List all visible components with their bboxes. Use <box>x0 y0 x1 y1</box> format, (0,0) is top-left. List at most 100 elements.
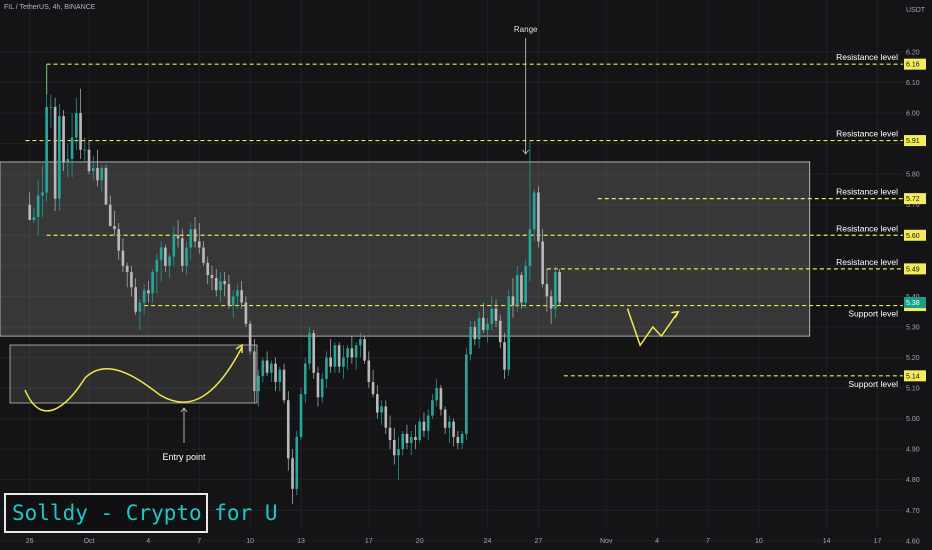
candle <box>375 385 379 419</box>
candle-body <box>397 449 400 456</box>
candle <box>515 265 519 312</box>
candle-body <box>70 137 74 159</box>
y-tick-label: 4.60 <box>906 538 920 545</box>
candle-body <box>363 339 366 361</box>
candle <box>172 226 176 266</box>
y-tick-label: 5.20 <box>906 355 920 362</box>
candle-body <box>265 360 269 373</box>
entry-point-label: Entry point <box>162 452 206 462</box>
candle-body <box>62 116 65 162</box>
candle-body <box>414 436 417 440</box>
candle-body <box>431 400 434 416</box>
x-tick-label: 4 <box>655 538 659 545</box>
candle-body <box>108 204 112 227</box>
candle-body <box>214 278 218 291</box>
candle <box>325 351 328 389</box>
candle <box>28 192 31 220</box>
candle-body <box>549 296 553 309</box>
candle-body <box>253 351 256 392</box>
x-tick-label: 7 <box>197 538 201 545</box>
candle-body <box>380 406 383 413</box>
candle-body <box>388 427 392 440</box>
x-tick-label: 17 <box>365 538 373 545</box>
candle-body <box>206 262 210 275</box>
entry-pointer-head <box>180 407 188 413</box>
candle-body <box>422 421 426 431</box>
candle <box>295 430 299 495</box>
candle-body <box>66 158 70 162</box>
candle-body <box>117 229 121 251</box>
candle-body <box>320 378 324 398</box>
time-axis[interactable]: 26 Oct 4 7 10 13 17 20 24 27 Nov 4 7 10 14 17 <box>26 538 882 545</box>
candle-body <box>91 168 95 172</box>
candle <box>134 278 137 315</box>
candle <box>380 400 383 425</box>
candle <box>96 149 99 187</box>
candle-body <box>346 348 349 358</box>
candle <box>460 430 464 450</box>
candle <box>223 271 227 297</box>
candle-body <box>223 281 227 285</box>
candle <box>66 143 70 178</box>
y-tick-label: 6.20 <box>906 49 920 56</box>
candle-body <box>282 369 286 401</box>
candle <box>363 336 366 364</box>
candle <box>320 372 324 404</box>
candle <box>257 369 260 407</box>
candle-body <box>532 192 536 230</box>
candle-body <box>159 247 163 260</box>
candle <box>185 241 188 275</box>
candle <box>371 369 375 398</box>
candle <box>193 216 197 248</box>
level-label: Resistance level <box>836 257 898 267</box>
candle <box>36 180 40 236</box>
price-tag <box>904 370 926 382</box>
candle-body <box>248 323 252 352</box>
candle-body <box>45 106 48 193</box>
candle <box>236 284 239 309</box>
projection-arrow-head <box>671 310 680 319</box>
candle <box>308 326 311 370</box>
candle-body <box>147 290 150 294</box>
candle <box>312 330 316 379</box>
candle <box>473 320 477 346</box>
candle <box>210 265 214 291</box>
candle-body <box>197 241 201 248</box>
candle-body <box>58 116 61 199</box>
candle-body <box>286 400 290 459</box>
candle <box>422 412 426 437</box>
candle <box>354 342 358 370</box>
candle-body <box>392 440 396 456</box>
candle-body <box>558 271 561 303</box>
candle <box>248 320 252 355</box>
candle <box>549 290 553 324</box>
candle-body <box>240 290 243 303</box>
entry-box <box>9 344 258 404</box>
candle <box>291 449 294 505</box>
candle <box>91 155 95 181</box>
candle <box>337 342 341 373</box>
candle-body <box>473 326 477 340</box>
candle-body <box>295 436 299 489</box>
candle-body <box>155 259 159 272</box>
x-tick-label: 20 <box>416 538 424 545</box>
candle <box>58 103 61 211</box>
candle-body <box>503 342 506 370</box>
candle <box>418 418 422 444</box>
current-price-tag-text: 5.38 <box>906 300 920 307</box>
candle <box>49 94 53 129</box>
candle-body <box>371 381 375 395</box>
candle <box>511 278 515 318</box>
candle <box>100 165 104 193</box>
candle-body <box>418 421 422 440</box>
entry-point-annotation: Entry point <box>9 343 258 462</box>
candle <box>240 281 243 309</box>
candle-body <box>28 204 31 220</box>
candle <box>537 186 540 248</box>
candle <box>142 284 146 315</box>
current-price-tag <box>904 297 926 308</box>
candle <box>350 336 354 364</box>
projection-path <box>626 308 680 347</box>
candle <box>164 244 167 272</box>
